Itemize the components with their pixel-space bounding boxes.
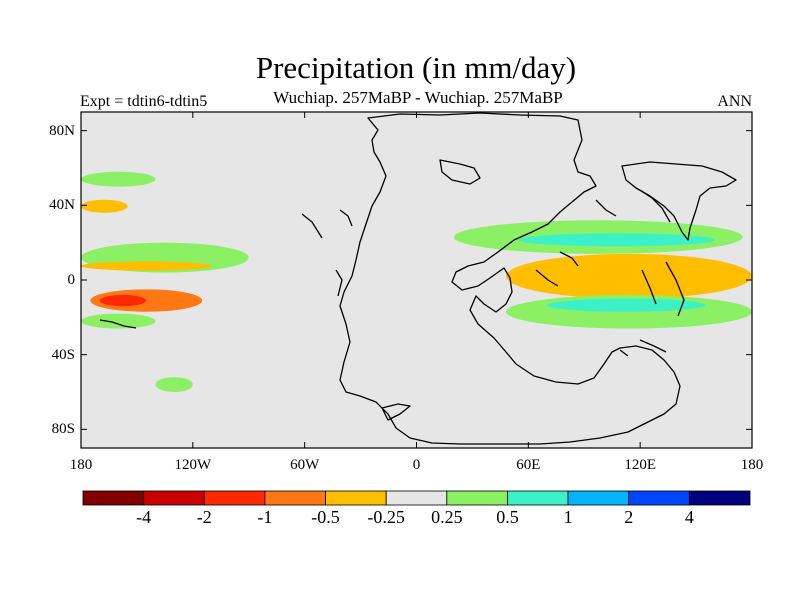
colorbar-box <box>385 490 448 506</box>
colorbar-label: -0.5 <box>311 507 340 527</box>
lon-tick-label: 180 <box>740 457 764 473</box>
contour-east-pacific-drying-core <box>99 294 147 307</box>
colorbar-label: 4 <box>684 507 694 527</box>
lat-tick-label: 40N <box>49 197 75 214</box>
season-label: ANN <box>717 93 752 110</box>
lon-tick-label: 180 <box>69 457 93 473</box>
tethys-arc-6 <box>559 251 579 267</box>
contour-west-pacific-drying-halo <box>505 253 752 299</box>
colorbar-label: 0.5 <box>496 507 519 527</box>
colorbar-box <box>507 490 569 506</box>
lat-tick-label: 80N <box>49 122 75 139</box>
lon-tick-label: 120E <box>624 457 656 473</box>
contour-east-pacific-drying <box>90 289 203 312</box>
colorbar-label: -0.25 <box>367 507 405 527</box>
pacific-island-arc <box>99 319 137 329</box>
colorbar-box <box>688 490 751 506</box>
southern-island <box>381 403 411 421</box>
colorbar-label: 2 <box>624 507 634 527</box>
tethys-arc-4 <box>595 199 617 217</box>
plot-title: Precipitation (in mm/day) <box>255 50 577 85</box>
lat-tick-label: 80S <box>51 421 75 438</box>
south-arc-2 <box>619 349 629 357</box>
colorbar-label: -1 <box>257 507 273 527</box>
plot-subtitle: Wuchiap. 257MaBP - Wuchiap. 257MaBP <box>273 88 563 107</box>
lon-tick-label: 60E <box>516 457 541 473</box>
contour-south-pacific-wet-2 <box>155 377 193 392</box>
colorbar-label: -4 <box>136 507 152 527</box>
lat-tick-label: 0 <box>67 272 76 288</box>
island-arc-2 <box>339 209 353 227</box>
lon-tick-label: 0 <box>412 457 421 473</box>
contour-south-pacific-wet <box>81 313 156 329</box>
lon-tick-label: 60W <box>290 457 320 473</box>
colorbar-box <box>567 490 630 506</box>
colorbar-box <box>628 490 690 506</box>
contour-south-wet-band-core <box>546 298 706 312</box>
tethys-arc-1 <box>535 269 559 287</box>
contour-north-wet-band-core <box>519 233 715 247</box>
lat-tick-label: 40S <box>51 346 75 363</box>
colorbar-box <box>82 490 145 506</box>
tethys-arc-2 <box>641 269 657 305</box>
lon-tick-label: 120W <box>174 457 212 473</box>
tethys-arc-3 <box>665 261 685 317</box>
colorbar-box <box>325 490 387 506</box>
inland-sea <box>439 159 481 185</box>
colorbar <box>82 490 751 506</box>
colorbar-label: 1 <box>563 507 573 527</box>
axis-ticks <box>80 112 753 448</box>
contour-north-pacific-wet <box>81 171 156 187</box>
experiment-label: Expt = tdtin6-tdtin5 <box>80 93 208 110</box>
colorbar-label: -2 <box>196 507 212 527</box>
colorbar-box <box>446 490 508 506</box>
colorbar-box <box>143 490 205 506</box>
tethys-arc-5 <box>639 189 671 223</box>
south-arc-1 <box>639 339 667 353</box>
island-arc-3 <box>335 269 343 297</box>
island-arc-1 <box>301 213 323 239</box>
contour-north-pacific-dry <box>81 199 128 213</box>
contour-equatorial-pacific-dry-strip <box>81 261 212 271</box>
colorbar-label: 0.25 <box>431 507 463 527</box>
colorbar-box <box>203 490 266 506</box>
coastlines <box>99 112 737 445</box>
colorbar-box <box>264 490 326 506</box>
pangea-coastline <box>339 112 681 445</box>
